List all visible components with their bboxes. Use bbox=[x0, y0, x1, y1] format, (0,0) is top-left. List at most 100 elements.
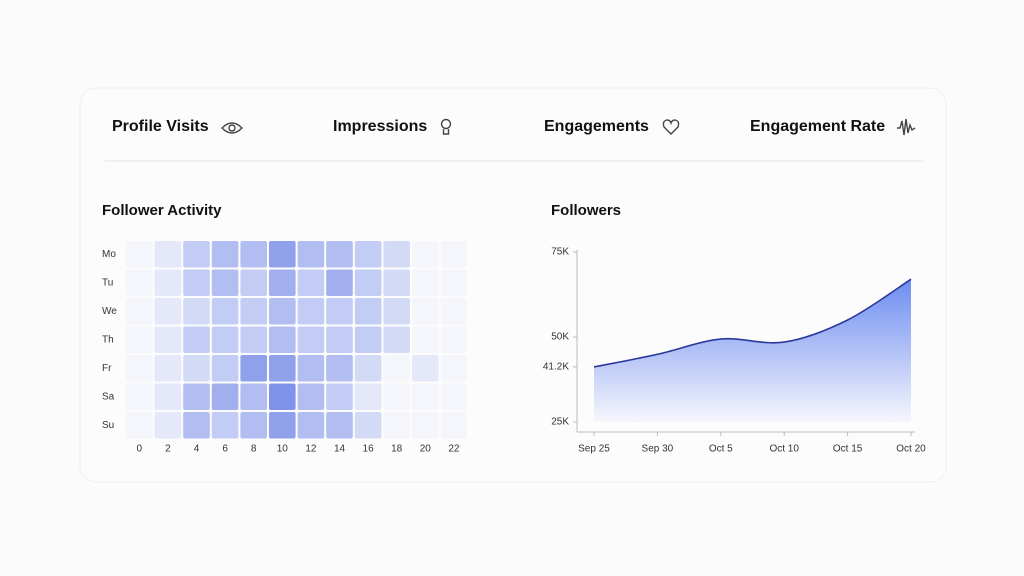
heat-cell bbox=[211, 241, 239, 268]
heat-cell bbox=[354, 298, 382, 325]
heat-cell bbox=[297, 355, 325, 382]
heat-cell bbox=[240, 326, 267, 353]
wave-icon bbox=[897, 118, 916, 136]
x-tick-label: 14 bbox=[334, 444, 346, 455]
row-label: Sa bbox=[102, 391, 115, 402]
heat-cell bbox=[183, 269, 210, 296]
heat-cell bbox=[240, 269, 267, 296]
heat-cell bbox=[269, 298, 296, 325]
heat-cell bbox=[126, 355, 153, 382]
heat-cell bbox=[440, 412, 468, 439]
heat-cell bbox=[154, 269, 182, 296]
x-tick-label: Oct 20 bbox=[896, 444, 926, 455]
heat-cell bbox=[326, 412, 353, 439]
heat-cell bbox=[269, 383, 296, 410]
x-tick-label: 18 bbox=[391, 444, 403, 455]
heat-cell bbox=[269, 269, 296, 296]
heat-cell bbox=[240, 412, 267, 439]
x-tick-label: Sep 30 bbox=[642, 444, 674, 455]
heat-cell bbox=[297, 326, 325, 353]
chart-title: Followers bbox=[551, 202, 621, 219]
heat-cell bbox=[354, 326, 382, 353]
heat-cell bbox=[211, 269, 239, 296]
heat-cell bbox=[154, 326, 182, 353]
metric[interactable]: Impressions bbox=[333, 118, 427, 135]
y-tick-label: 75K bbox=[551, 247, 569, 258]
heat-cell bbox=[297, 269, 325, 296]
heat-cell bbox=[126, 412, 153, 439]
heat-cell bbox=[440, 298, 468, 325]
row-label: Tu bbox=[102, 277, 113, 288]
heat-cell bbox=[211, 298, 239, 325]
heat-cell bbox=[154, 355, 182, 382]
y-tick-label: 41.2K bbox=[543, 362, 569, 373]
x-tick-label: 22 bbox=[448, 444, 460, 455]
row-label: Th bbox=[102, 334, 114, 345]
heat-cell bbox=[154, 412, 182, 439]
heat-cell bbox=[126, 269, 153, 296]
heat-cell bbox=[412, 326, 439, 353]
heat-cell bbox=[183, 241, 210, 268]
metric[interactable]: Engagement Rate bbox=[750, 118, 885, 135]
eye-icon bbox=[221, 122, 243, 134]
heat-cell bbox=[326, 298, 353, 325]
heat-cell bbox=[354, 355, 382, 382]
heat-cell bbox=[383, 269, 410, 296]
x-tick-label: 4 bbox=[194, 444, 200, 455]
heat-cell bbox=[240, 298, 267, 325]
heat-cell bbox=[297, 241, 325, 268]
x-tick-label: 20 bbox=[420, 444, 432, 455]
x-tick-label: Oct 15 bbox=[833, 444, 863, 455]
y-tick-label: 25K bbox=[551, 417, 569, 428]
heat-cell bbox=[412, 383, 439, 410]
chart-title: Follower Activity bbox=[102, 202, 222, 219]
heat-cell bbox=[354, 383, 382, 410]
heat-cell bbox=[269, 326, 296, 353]
metric[interactable]: Profile Visits bbox=[112, 118, 209, 135]
heat-cell bbox=[154, 298, 182, 325]
heat-cell bbox=[326, 355, 353, 382]
heat-cell bbox=[297, 383, 325, 410]
heat-cell bbox=[183, 383, 210, 410]
row-label: Fr bbox=[102, 363, 112, 374]
heat-cell bbox=[440, 326, 468, 353]
heat-cell bbox=[211, 355, 239, 382]
heat-cell bbox=[412, 269, 439, 296]
row-label: Mo bbox=[102, 249, 116, 260]
heat-cell bbox=[154, 383, 182, 410]
heat-cell bbox=[211, 326, 239, 353]
heat-cell bbox=[383, 326, 410, 353]
heat-cell bbox=[297, 298, 325, 325]
heat-cell bbox=[126, 383, 153, 410]
heat-cell bbox=[211, 383, 239, 410]
x-tick-label: 8 bbox=[251, 444, 257, 455]
x-tick-label: Oct 5 bbox=[709, 444, 733, 455]
heat-cell bbox=[383, 412, 410, 439]
y-tick-label: 50K bbox=[551, 332, 569, 343]
row-label: We bbox=[102, 306, 117, 317]
x-tick-label: 10 bbox=[277, 444, 289, 455]
line bbox=[593, 278, 912, 368]
heat-cell bbox=[440, 241, 468, 268]
card bbox=[79, 87, 947, 483]
heat-cell bbox=[297, 412, 325, 439]
heat-cell bbox=[154, 241, 182, 268]
heat-cell bbox=[326, 241, 353, 268]
heat-cell bbox=[383, 241, 410, 268]
bulb-icon bbox=[440, 118, 452, 135]
heat-cell bbox=[183, 298, 210, 325]
heat-cell bbox=[240, 241, 267, 268]
heat-cell bbox=[354, 412, 382, 439]
area-fill bbox=[594, 279, 911, 422]
heat-cell bbox=[126, 298, 153, 325]
x-tick-label: 0 bbox=[137, 444, 143, 455]
metric[interactable]: Engagements bbox=[544, 118, 649, 135]
heat-cell bbox=[183, 326, 210, 353]
heart-icon bbox=[662, 119, 680, 135]
heat-cell bbox=[269, 412, 296, 439]
heat-cell bbox=[326, 326, 353, 353]
heat-cell bbox=[412, 412, 439, 439]
x-tick-label: Oct 10 bbox=[769, 444, 799, 455]
heat-cell bbox=[326, 269, 353, 296]
heat-cell bbox=[183, 412, 210, 439]
